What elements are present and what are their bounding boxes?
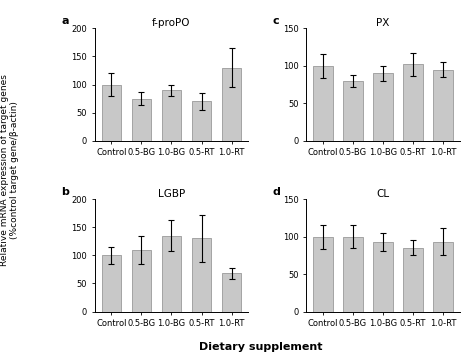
Bar xyxy=(101,85,121,141)
Bar xyxy=(162,90,181,141)
Title: f-proPO: f-proPO xyxy=(152,18,191,28)
Text: a: a xyxy=(61,16,69,26)
Bar xyxy=(374,73,393,141)
Title: LGBP: LGBP xyxy=(158,189,185,199)
Bar xyxy=(433,242,453,312)
Text: Relative mRNA expression of target genes
(%control target gene/β-actin): Relative mRNA expression of target genes… xyxy=(0,74,19,266)
Bar xyxy=(192,101,211,141)
Bar xyxy=(343,236,363,312)
Text: Dietary supplement: Dietary supplement xyxy=(199,342,322,352)
Bar xyxy=(162,236,181,312)
Bar xyxy=(222,68,241,141)
Text: c: c xyxy=(273,16,279,26)
Bar xyxy=(433,69,453,141)
Text: d: d xyxy=(273,187,281,197)
Bar xyxy=(403,64,423,141)
Bar xyxy=(132,98,151,141)
Bar xyxy=(343,81,363,141)
Bar xyxy=(192,239,211,312)
Text: b: b xyxy=(61,187,69,197)
Bar xyxy=(132,250,151,312)
Bar xyxy=(403,248,423,312)
Title: PX: PX xyxy=(376,18,390,28)
Title: CL: CL xyxy=(376,189,390,199)
Bar xyxy=(222,273,241,312)
Bar xyxy=(101,255,121,312)
Bar xyxy=(374,242,393,312)
Bar xyxy=(313,66,333,141)
Bar xyxy=(313,236,333,312)
